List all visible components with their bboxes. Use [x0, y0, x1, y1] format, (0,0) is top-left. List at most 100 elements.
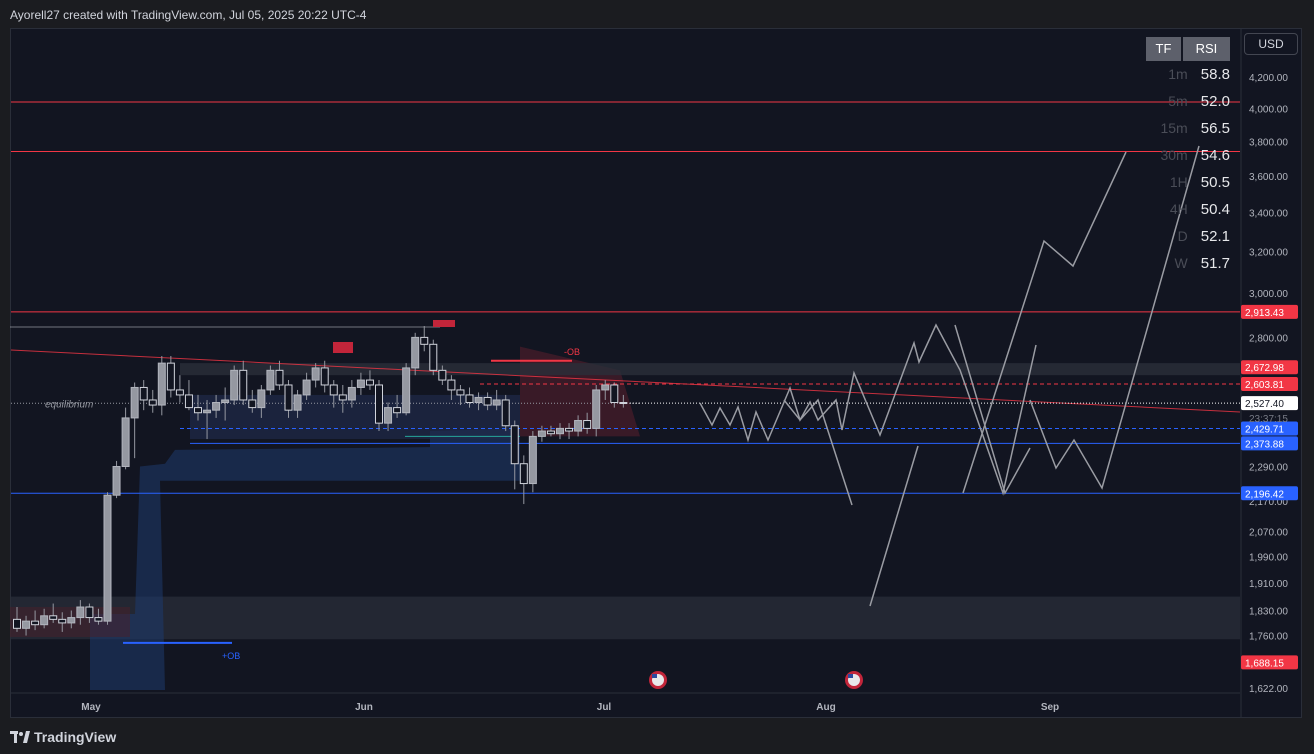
candle: [203, 399, 212, 440]
candle: [275, 360, 284, 390]
candle-body-down: [501, 399, 510, 427]
candle: [13, 607, 21, 632]
candle: [221, 387, 230, 421]
candle-body-down: [429, 343, 438, 371]
demand-zone-gray: [11, 596, 1240, 640]
currency-button[interactable]: USD: [1244, 33, 1298, 55]
candle-body-down: [420, 336, 429, 345]
rsi-tf: 4H: [1169, 201, 1188, 217]
y-tick-label: 4,200.00: [1249, 73, 1288, 84]
candle-body-up: [130, 386, 139, 419]
candle-body-up: [230, 369, 239, 401]
candle-body-down: [519, 463, 528, 485]
candle-body-down: [49, 615, 58, 620]
rsi-value: 56.5: [1200, 120, 1230, 137]
candle: [157, 356, 166, 416]
candle: [67, 610, 76, 629]
candle: [194, 394, 202, 421]
y-tick-label: 2,170.00: [1249, 497, 1288, 508]
rsi-tf: 15m: [1160, 120, 1188, 136]
candle-body-down: [184, 394, 193, 409]
candle: [58, 612, 67, 632]
candle-body-up: [67, 617, 76, 624]
candle-body-up: [257, 389, 266, 409]
candle-body-up: [293, 394, 302, 411]
candle-body-down: [94, 617, 103, 622]
trendline: [10, 349, 1241, 413]
candle-body-down: [320, 367, 329, 386]
candle: [338, 384, 347, 413]
rsi-value: 50.4: [1200, 201, 1230, 218]
candle: [148, 389, 157, 413]
candle: [474, 392, 483, 411]
rsi-header-rsi: RSI: [1182, 37, 1230, 61]
candle-body-up: [592, 389, 601, 429]
rsi-tf: 30m: [1160, 147, 1188, 163]
rsi-tf: 5m: [1168, 93, 1188, 109]
y-tick-label: 3,800.00: [1249, 137, 1288, 148]
y-tick-label: 3,600.00: [1249, 172, 1288, 183]
rsi-tf: W: [1174, 255, 1188, 271]
candle: [565, 423, 574, 440]
price-label-text: 1,688.15: [1245, 658, 1284, 669]
candle-body-up: [528, 435, 537, 485]
rsi-tf: D: [1177, 228, 1188, 244]
y-tick-label: 3,200.00: [1249, 248, 1288, 259]
candle: [465, 387, 474, 408]
candle: [402, 363, 411, 416]
candle-body-down: [565, 427, 574, 432]
rsi-value: 52.1: [1200, 228, 1230, 245]
candle-body-down: [58, 618, 67, 624]
candle-body-up: [103, 494, 112, 622]
candle-body-up: [347, 386, 356, 401]
rsi-row: W 51.7: [1146, 250, 1231, 277]
candle: [411, 332, 420, 376]
x-tick-label: Aug: [816, 702, 835, 713]
candle: [420, 326, 429, 352]
candle-body-up: [411, 336, 420, 369]
price-label-text: 2,373.88: [1245, 439, 1284, 450]
candle: [329, 380, 338, 408]
rsi-value: 50.5: [1200, 174, 1230, 191]
candle: [546, 425, 555, 437]
candle: [76, 600, 85, 625]
candle: [619, 394, 628, 408]
candle-body-down: [393, 407, 402, 414]
candle-body-up: [384, 407, 393, 424]
candle: [112, 460, 121, 499]
candle-body-down: [248, 399, 257, 409]
price-label: 2,527.40: [1241, 396, 1298, 411]
tradingview-logo[interactable]: TradingView: [10, 729, 116, 745]
candle: [121, 407, 130, 470]
candle-body-up: [266, 369, 275, 391]
candle-body-up: [112, 466, 121, 496]
rsi-table-header: TF RSI: [1146, 37, 1230, 61]
candle: [610, 382, 619, 408]
countdown-label: 23:37:15: [1249, 414, 1288, 425]
event-marker-canton: [848, 674, 853, 678]
candle-body-down: [329, 384, 338, 396]
candle: [85, 603, 94, 623]
candle-body-up: [474, 396, 483, 404]
candle-body-down: [438, 369, 447, 381]
rsi-table: TF RSI 1m 58.8 5m 52.0 15m 56.5 30m 54.6 1H 5…: [1146, 37, 1230, 277]
annotation-plus-ob: +OB: [222, 651, 240, 661]
rsi-tf: 1H: [1169, 174, 1188, 190]
projection-path-6: [1029, 145, 1200, 490]
price-label-text: 2,196.42: [1245, 489, 1284, 500]
price-label-bg: [1241, 421, 1298, 436]
candle-body-down: [275, 369, 284, 386]
candle: [266, 365, 275, 395]
candle: [438, 365, 447, 385]
candle: [537, 425, 546, 442]
rsi-value: 58.8: [1200, 66, 1230, 83]
credit-text: Ayorell27 created with TradingView.com, …: [10, 8, 367, 22]
brand-name: TradingView: [34, 729, 117, 745]
x-tick-label: May: [81, 702, 101, 713]
range-zone: [190, 394, 520, 440]
event-marker-canton: [652, 674, 657, 678]
rsi-row: 1H 50.5: [1146, 169, 1230, 196]
rsi-row: D 52.1: [1146, 223, 1230, 250]
candle: [302, 372, 311, 400]
